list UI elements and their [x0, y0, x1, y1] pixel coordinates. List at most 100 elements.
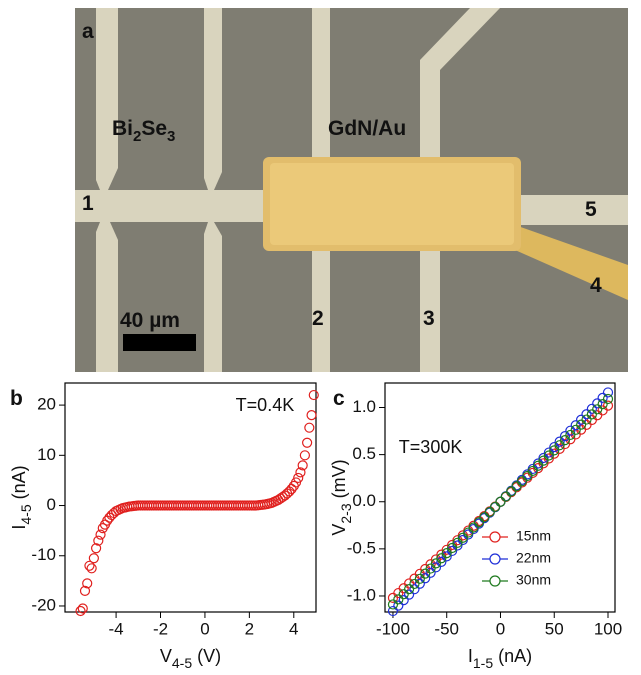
- point: [409, 584, 420, 595]
- axis-label-unit: (V): [197, 646, 221, 666]
- point: [543, 450, 554, 461]
- point: [602, 400, 614, 411]
- point: [430, 562, 442, 573]
- point: [304, 422, 315, 433]
- point: [295, 467, 306, 478]
- y-tick-label: -1.0: [347, 585, 376, 604]
- material-label: GdN/Au: [328, 117, 406, 140]
- point: [586, 409, 597, 420]
- contact-label: 3: [423, 307, 435, 330]
- y-tick-label: 1.0: [352, 397, 376, 416]
- point: [398, 589, 409, 600]
- point: [516, 476, 528, 487]
- text: Bi: [112, 117, 133, 140]
- scale-bar: [123, 334, 196, 351]
- y-tick-label: 0: [47, 495, 56, 514]
- point: [500, 491, 511, 502]
- point: [581, 409, 592, 420]
- annotation: T=0.4K: [236, 395, 295, 415]
- point: [522, 470, 533, 482]
- y-tick-label: 0.5: [352, 444, 376, 463]
- point: [570, 424, 581, 435]
- point: [293, 472, 304, 484]
- point: [446, 545, 458, 557]
- micrograph: a Bi2Se3 GdN/Au 1 2 3 4 5 40 µm: [75, 8, 628, 372]
- x-tick-label: -4: [109, 619, 124, 638]
- point: [538, 452, 549, 464]
- axis-label: V4-5 (V): [160, 646, 221, 671]
- point: [538, 455, 549, 466]
- point: [299, 450, 310, 461]
- x-tick-label: 0: [496, 619, 505, 638]
- point: [77, 603, 88, 614]
- point: [398, 595, 409, 606]
- point: [306, 410, 317, 421]
- y-tick-label: -20: [31, 595, 56, 614]
- point: [495, 496, 506, 507]
- point: [479, 512, 490, 523]
- point: [527, 465, 538, 477]
- point: [511, 481, 522, 492]
- axis-label-unit: (nA): [498, 646, 532, 666]
- point: [473, 517, 485, 528]
- point: [576, 414, 587, 425]
- point: [570, 420, 581, 431]
- bi2se3-flake: [75, 8, 628, 372]
- point: [565, 429, 576, 441]
- axis-label-main: V: [160, 646, 172, 666]
- x-tick-label: 4: [289, 619, 298, 638]
- x-tick-label: -100: [376, 619, 410, 638]
- axis-label-sub: 1-5: [473, 655, 493, 671]
- axis-label: I1-5 (nA): [468, 646, 532, 671]
- point: [88, 553, 99, 564]
- axis-label: V2-3 (mV): [329, 459, 354, 535]
- point: [79, 585, 91, 597]
- point: [75, 605, 86, 617]
- axis-label-sub: 2-3: [338, 503, 354, 523]
- point: [425, 563, 436, 574]
- point: [533, 460, 544, 471]
- point: [414, 578, 425, 589]
- x-tick-label: 0: [200, 619, 209, 638]
- panel-label: c: [333, 387, 345, 410]
- legend-marker: [489, 575, 501, 587]
- point: [387, 599, 399, 610]
- x-tick-label: -2: [153, 619, 168, 638]
- point: [457, 532, 468, 543]
- point: [403, 583, 415, 595]
- axis-label-sub: 4-5: [172, 655, 192, 671]
- material-label: Bi2Se3: [112, 117, 175, 145]
- point: [559, 435, 571, 446]
- point: [597, 392, 608, 403]
- point: [393, 600, 404, 611]
- point: [93, 535, 104, 546]
- point: [592, 398, 603, 409]
- y-tick-label: 0.0: [352, 491, 376, 510]
- point: [414, 573, 425, 584]
- point: [82, 578, 93, 589]
- point: [565, 425, 576, 436]
- point: [308, 389, 319, 401]
- point: [576, 419, 587, 430]
- point: [302, 437, 313, 448]
- point: [436, 553, 447, 564]
- point: [490, 501, 501, 513]
- axis-label-unit: (nA): [9, 465, 29, 499]
- point: [549, 445, 560, 456]
- point: [420, 573, 431, 584]
- x-tick-label: -50: [434, 619, 459, 638]
- y-tick-label: -10: [31, 545, 56, 564]
- axis-label-unit: (mV): [329, 459, 349, 498]
- text: Se: [141, 117, 167, 140]
- point: [597, 399, 608, 410]
- point: [86, 563, 97, 574]
- annotation: T=300K: [399, 437, 463, 457]
- y-tick-label: 20: [37, 395, 56, 414]
- point: [602, 387, 614, 398]
- axis-label-main: I: [9, 525, 29, 530]
- point: [441, 548, 452, 559]
- point: [602, 393, 614, 405]
- legend-marker: [489, 553, 501, 565]
- point: [543, 447, 554, 458]
